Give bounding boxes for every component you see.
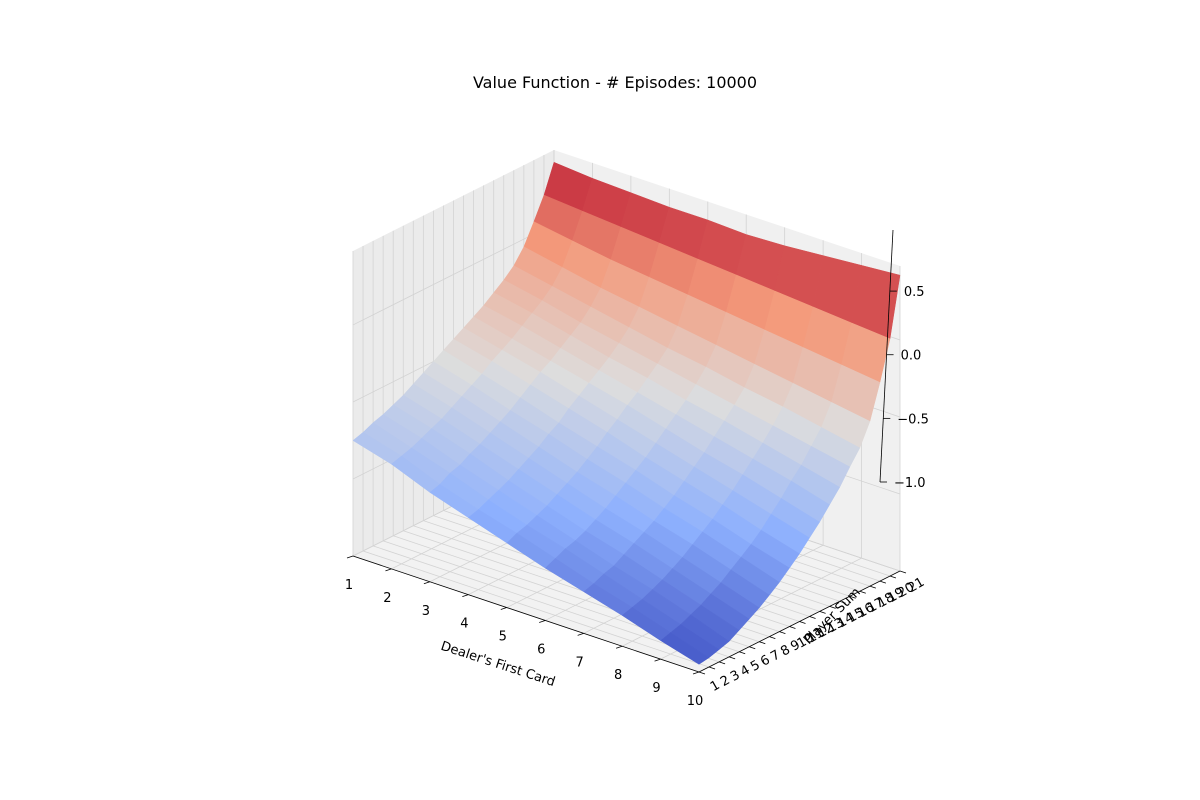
x-tick-label: 5 xyxy=(499,630,507,645)
y-tick xyxy=(839,600,846,604)
y-tick xyxy=(889,575,897,579)
x-tick-label: 6 xyxy=(537,642,545,657)
grid-line-y xyxy=(362,550,710,668)
y-tick xyxy=(789,626,796,629)
x-tick-label: 3 xyxy=(422,604,430,619)
chart-title: Value Function - # Episodes: 10000 xyxy=(473,73,757,92)
x-tick xyxy=(500,607,507,610)
x-axis: 1 2 3 4 5 6 7 8 9 10 xyxy=(345,555,704,709)
y-tick xyxy=(899,570,907,574)
y-tick xyxy=(799,621,806,624)
y-tick-label: 20 xyxy=(895,580,917,601)
z-axis-line xyxy=(879,229,894,483)
x-tick xyxy=(385,568,392,572)
y-tick-label: 10 xyxy=(795,630,817,651)
x-tick xyxy=(423,581,431,585)
y-tick-label: 16 xyxy=(855,600,877,621)
x-tick-label: 8 xyxy=(614,668,622,683)
y-tick-label: 18 xyxy=(875,590,897,611)
y-tick xyxy=(809,616,816,619)
x-tick xyxy=(692,671,700,675)
x-tick xyxy=(654,658,661,662)
y-tick xyxy=(819,611,826,614)
grid-line-y xyxy=(372,545,720,663)
x-tick xyxy=(346,555,354,559)
x-tick-label: 9 xyxy=(652,681,660,696)
y-tick xyxy=(729,656,736,660)
y-tick-label: 11 xyxy=(805,625,827,646)
x-tick xyxy=(615,645,623,649)
y-tick xyxy=(849,595,856,599)
z-tick-label: 0.0 xyxy=(901,349,922,364)
x-tick-label: 2 xyxy=(383,591,391,606)
y-tick xyxy=(739,651,746,655)
y-tick xyxy=(698,671,706,675)
y-tick xyxy=(879,580,887,584)
y-tick xyxy=(859,590,866,594)
y-tick xyxy=(869,585,876,589)
surface-patch xyxy=(660,632,710,665)
z-tick-label: 0.5 xyxy=(904,285,925,300)
x-tick-label: 1 xyxy=(345,578,353,593)
y-tick xyxy=(759,641,766,645)
y-tick xyxy=(779,631,786,634)
y-tick-label: 14 xyxy=(835,610,857,631)
y-tick-label: 15 xyxy=(845,605,867,626)
surface xyxy=(352,161,901,665)
x-tick xyxy=(577,632,584,636)
x-tick-label: 4 xyxy=(460,617,468,632)
y-tick-label: 13 xyxy=(825,615,847,636)
x-axis-line xyxy=(352,555,700,673)
y-tick xyxy=(749,646,756,650)
y-tick xyxy=(718,661,726,665)
y-tick-label: 19 xyxy=(885,585,907,606)
y-tick xyxy=(708,666,716,670)
x-tick xyxy=(539,620,546,623)
x-tick xyxy=(462,594,469,598)
y-tick-label: 17 xyxy=(865,595,887,616)
x-tick-label: 10 xyxy=(687,694,704,709)
y-tick-label: 21 xyxy=(905,575,927,596)
grid-line-z xyxy=(352,223,555,326)
x-tick-label: 7 xyxy=(576,655,584,670)
z-tick-label: −1.0 xyxy=(894,476,926,491)
z-tick-label: −0.5 xyxy=(897,412,929,427)
z-axis: −1.0 −0.5 0.0 0.5 xyxy=(879,229,929,491)
y-tick-label: 12 xyxy=(815,620,837,641)
y-tick xyxy=(829,605,836,609)
y-tick xyxy=(769,636,776,640)
